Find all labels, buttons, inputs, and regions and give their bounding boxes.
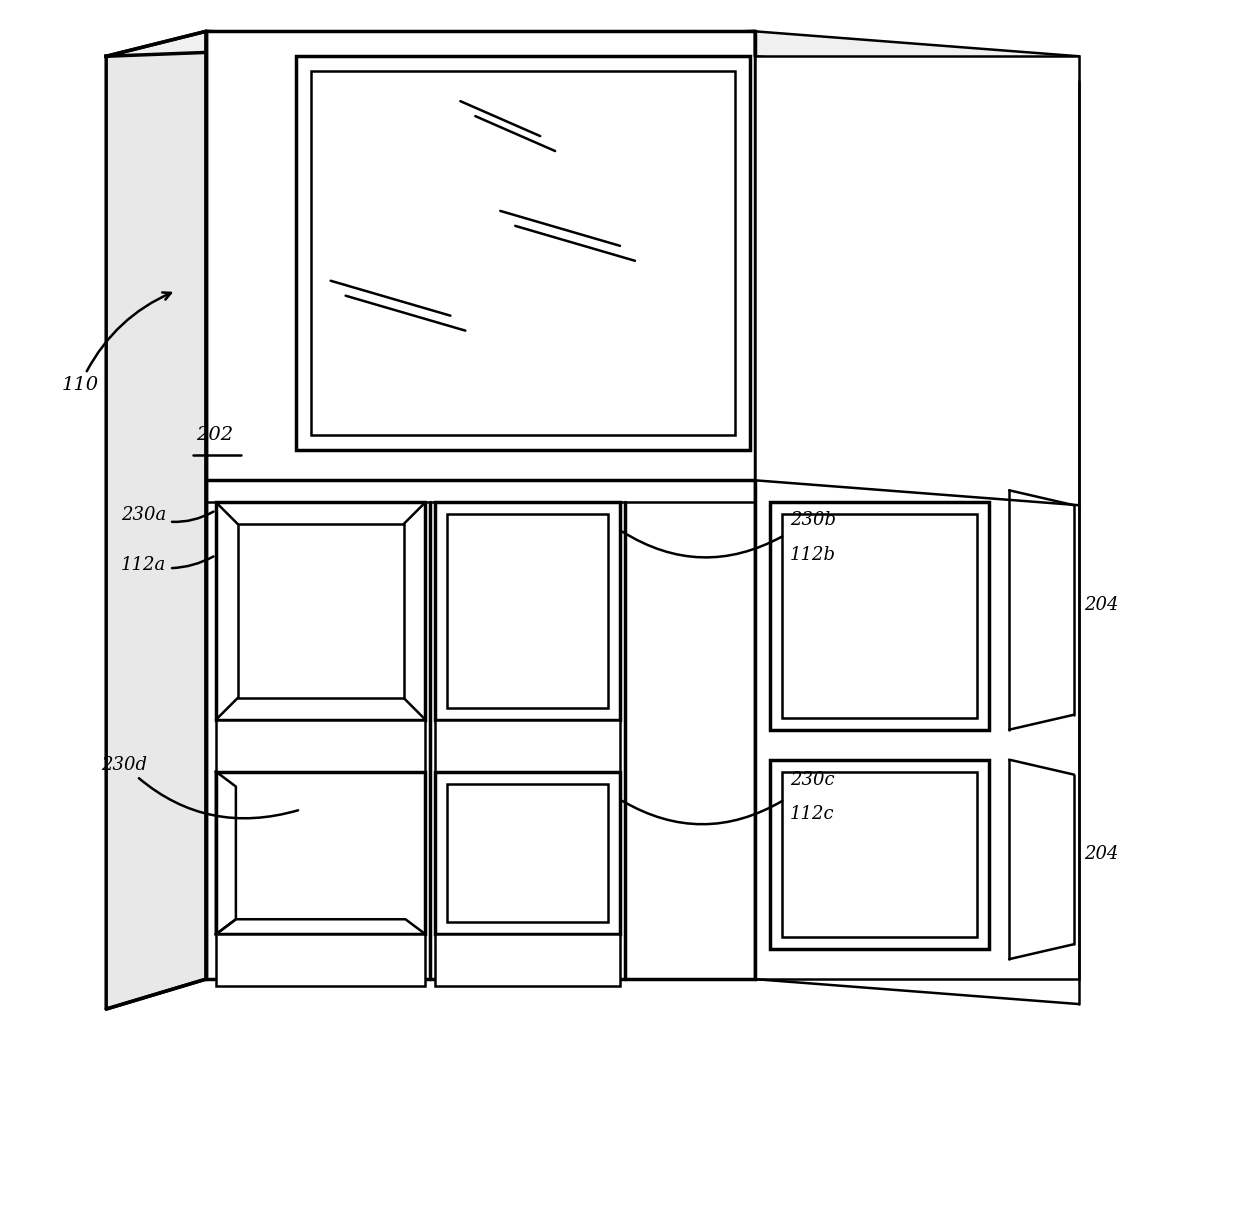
Text: 230a: 230a <box>122 506 213 524</box>
FancyBboxPatch shape <box>275 947 366 974</box>
Text: 204: 204 <box>1084 846 1118 864</box>
Text: 112a: 112a <box>122 556 213 574</box>
Polygon shape <box>107 31 755 57</box>
Text: 230c: 230c <box>790 770 835 788</box>
Bar <box>216 719 425 771</box>
FancyBboxPatch shape <box>489 950 567 971</box>
Bar <box>296 57 750 451</box>
Bar <box>770 502 990 730</box>
Polygon shape <box>107 31 206 1009</box>
Bar <box>435 934 620 986</box>
Bar <box>448 515 608 707</box>
Bar <box>206 31 755 980</box>
Bar <box>435 502 620 719</box>
Polygon shape <box>755 31 1079 81</box>
Bar <box>435 719 620 771</box>
Bar <box>216 771 425 934</box>
Bar <box>770 759 990 950</box>
FancyBboxPatch shape <box>456 818 598 887</box>
Text: 230d: 230d <box>102 756 298 818</box>
Text: 204: 204 <box>1084 596 1118 615</box>
FancyBboxPatch shape <box>492 548 562 675</box>
Text: 230b: 230b <box>790 511 836 529</box>
Bar <box>238 524 403 698</box>
Bar <box>755 57 1079 980</box>
Bar <box>216 502 425 719</box>
FancyBboxPatch shape <box>489 735 567 757</box>
Text: 112b: 112b <box>790 546 836 564</box>
Text: 110: 110 <box>61 293 171 394</box>
Bar <box>216 934 425 986</box>
Bar <box>448 783 608 922</box>
Text: 202: 202 <box>196 427 233 445</box>
Polygon shape <box>216 919 425 934</box>
Bar <box>781 515 977 718</box>
FancyBboxPatch shape <box>275 733 366 759</box>
Text: 112c: 112c <box>790 805 835 823</box>
Bar <box>311 71 735 435</box>
Bar <box>781 771 977 937</box>
Bar <box>435 771 620 934</box>
Polygon shape <box>216 771 236 934</box>
